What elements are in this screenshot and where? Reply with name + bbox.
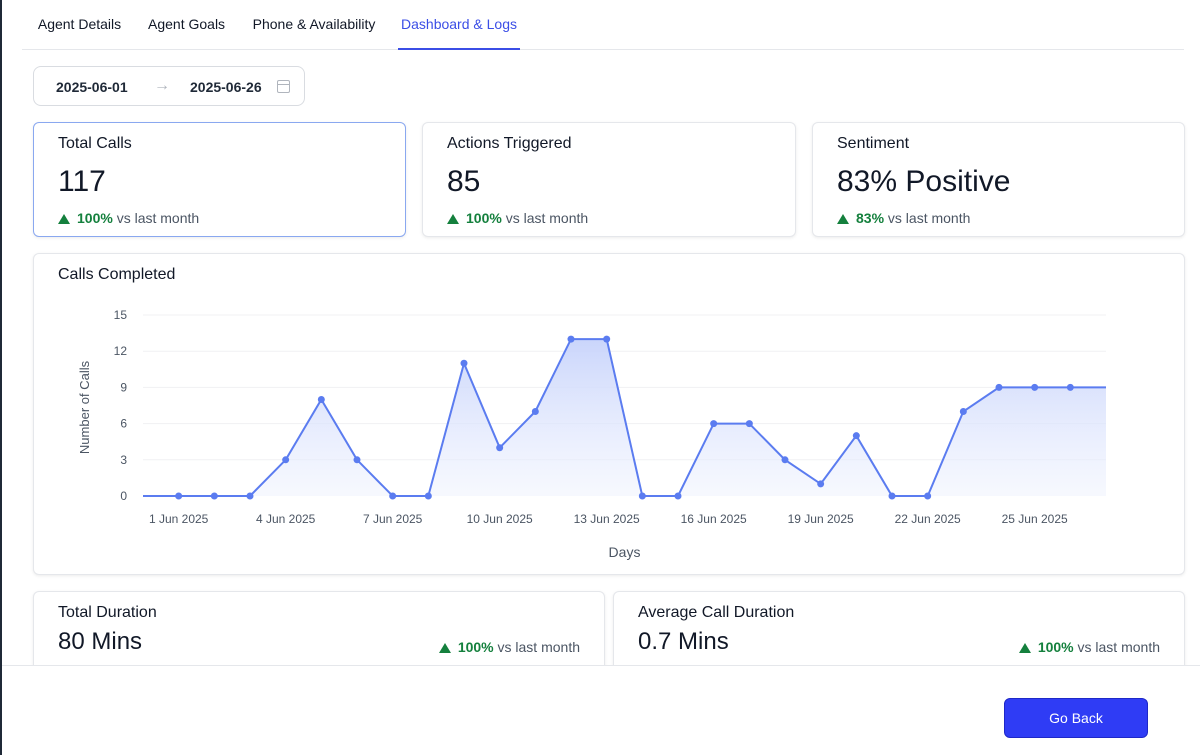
- data-point: [888, 492, 896, 500]
- stat-title: Actions Triggered: [447, 135, 572, 152]
- stat-change: 83% vs last month: [837, 210, 970, 226]
- stat-title: Sentiment: [837, 135, 910, 152]
- data-point: [745, 420, 753, 428]
- x-tick-label: 7 Jun 2025: [363, 512, 423, 526]
- data-point: [353, 456, 361, 464]
- x-tick-label: 1 Jun 2025: [149, 512, 209, 526]
- data-point: [210, 492, 218, 500]
- y-tick-label: 15: [114, 308, 128, 322]
- x-tick-label: 10 Jun 2025: [467, 512, 533, 526]
- data-point: [817, 480, 825, 488]
- x-tick-label: 25 Jun 2025: [1002, 512, 1068, 526]
- change-label: vs last month: [887, 210, 971, 226]
- trend-up-icon: [837, 214, 849, 224]
- data-point: [959, 408, 967, 416]
- data-point: [1031, 383, 1039, 391]
- y-tick-label: 9: [120, 380, 127, 394]
- data-point: [924, 492, 932, 500]
- data-point: [317, 395, 325, 403]
- change-label: vs last month: [497, 639, 580, 655]
- stat-card-total-calls[interactable]: Total Calls 117 100% vs last month: [33, 122, 406, 237]
- tab-dashboard-logs[interactable]: Dashboard & Logs: [398, 0, 520, 50]
- y-tick-label: 0: [120, 489, 127, 503]
- calls-completed-chart: 0 3 6 9 12 15 1 Jun 2025 4 Jun 2025 7 Jun 2025 10…: [77, 308, 1106, 560]
- data-point: [638, 492, 646, 500]
- x-axis-label: Days: [609, 544, 641, 560]
- calls-series-line: [143, 338, 1106, 497]
- date-range-picker[interactable]: 2025-06-01 → 2025-06-26: [33, 66, 305, 106]
- data-point: [460, 359, 468, 367]
- data-point: [567, 335, 575, 343]
- data-point: [995, 383, 1003, 391]
- change-percent: 100%: [1037, 639, 1074, 655]
- data-point: [1066, 383, 1074, 391]
- data-point: [674, 492, 682, 500]
- data-point: [175, 492, 183, 500]
- change-percent: 100%: [466, 210, 502, 226]
- change-percent: 100%: [457, 639, 494, 655]
- data-point: [852, 432, 860, 440]
- x-tick-label: 22 Jun 2025: [895, 512, 961, 526]
- x-tick-label: 16 Jun 2025: [681, 512, 747, 526]
- change-label: vs last month: [116, 210, 200, 226]
- stat-card-actions-triggered[interactable]: Actions Triggered 85 100% vs last month: [422, 122, 796, 237]
- trend-up-icon: [1018, 643, 1031, 653]
- change-percent: 83%: [856, 210, 885, 226]
- data-point: [389, 492, 397, 500]
- data-point: [246, 492, 254, 500]
- data-point: [781, 456, 789, 464]
- start-date-input[interactable]: 2025-06-01: [56, 79, 128, 95]
- window-edge: [0, 0, 2, 755]
- footer-bar: [2, 665, 1200, 755]
- stat-title: Total Calls: [58, 135, 132, 152]
- stat-value: 117: [58, 165, 106, 198]
- tab-phone-availability[interactable]: Phone & Availability: [252, 16, 376, 32]
- stat-card-average-call-duration[interactable]: Average Call Duration 0.7 Mins 100% vs l…: [613, 591, 1185, 671]
- stat-title: Average Call Duration: [638, 604, 795, 621]
- change-percent: 100%: [77, 210, 113, 226]
- stat-value: 83% Positive: [837, 165, 1011, 198]
- x-tick-label: 13 Jun 2025: [574, 512, 640, 526]
- y-tick-label: 12: [114, 344, 128, 358]
- stat-change: 100% vs last month: [1018, 639, 1160, 655]
- stat-change: 100% vs last month: [447, 210, 588, 226]
- data-point: [496, 444, 504, 452]
- stat-value: 85: [447, 165, 481, 198]
- data-point: [710, 420, 718, 428]
- change-label: vs last month: [505, 210, 589, 226]
- end-date-input[interactable]: 2025-06-26: [190, 79, 262, 95]
- calendar-icon[interactable]: [277, 80, 290, 93]
- y-tick-label: 6: [120, 417, 127, 431]
- trend-up-icon: [58, 214, 70, 224]
- chart-title: Calls Completed: [58, 266, 176, 283]
- arrow-right-icon: →: [154, 77, 170, 94]
- change-label: vs last month: [1077, 639, 1160, 655]
- tab-agent-details[interactable]: Agent Details: [37, 16, 122, 32]
- x-tick-label: 19 Jun 2025: [788, 512, 854, 526]
- stat-card-total-duration[interactable]: Total Duration 80 Mins 100% vs last mont…: [33, 591, 605, 671]
- stat-value: 0.7 Mins: [638, 628, 729, 655]
- stat-value: 80 Mins: [58, 628, 143, 655]
- stat-change: 100% vs last month: [438, 639, 580, 655]
- tab-agent-goals[interactable]: Agent Goals: [148, 16, 226, 32]
- data-point: [282, 456, 290, 464]
- data-point: [603, 335, 611, 343]
- data-point: [424, 492, 432, 500]
- trend-up-icon: [447, 214, 459, 224]
- trend-up-icon: [438, 643, 451, 653]
- y-axis-label: Number of Calls: [77, 360, 92, 454]
- tab-bar: Agent Details Agent Goals Phone & Availa…: [22, 0, 1184, 50]
- stat-change: 100% vs last month: [58, 210, 199, 226]
- data-point: [531, 408, 539, 416]
- x-tick-label: 4 Jun 2025: [256, 512, 316, 526]
- stat-card-sentiment[interactable]: Sentiment 83% Positive 83% vs last month: [812, 122, 1185, 237]
- stat-title: Total Duration: [58, 604, 157, 621]
- calls-completed-card: Calls Completed 0 3 6 9 12 15 1 Jun 2025 4 Jun …: [33, 253, 1185, 575]
- go-back-button[interactable]: Go Back: [1004, 698, 1148, 738]
- y-tick-label: 3: [120, 453, 127, 467]
